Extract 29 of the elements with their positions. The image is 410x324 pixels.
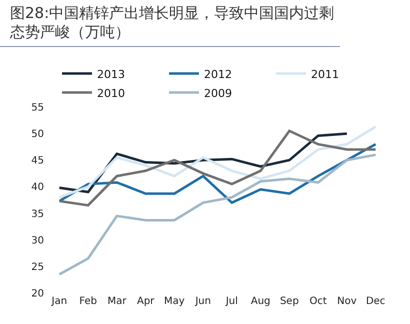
chart-title: 图28:中国精锌产出增长明显，导致中国国内过剩态势严峻（万吨） — [0, 0, 340, 47]
x-tick-label: May — [164, 296, 185, 307]
x-tick-label: Sep — [280, 296, 299, 307]
y-tick-label: 35 — [31, 208, 44, 220]
y-tick-label: 20 — [31, 288, 44, 300]
y-tick-label: 25 — [31, 262, 44, 273]
legend-label: 2009 — [204, 86, 232, 100]
y-tick-label: 55 — [31, 102, 44, 114]
x-tick-label: Feb — [79, 296, 97, 307]
x-tick-label: Apr — [136, 296, 156, 307]
x-tick-label: Jun — [194, 296, 211, 307]
line-series — [58, 125, 377, 199]
y-tick-label: 40 — [31, 182, 44, 194]
x-tick-label: Jul — [224, 296, 238, 307]
x-tick-label: Nov — [337, 296, 357, 307]
legend-label: 2011 — [311, 68, 339, 81]
legend-label: 2013 — [97, 68, 125, 81]
x-tick-label: Aug — [250, 296, 270, 307]
x-tick-label: Jan — [50, 296, 68, 307]
x-tick-label: Dec — [366, 296, 386, 307]
x-tick-label: Mar — [107, 296, 128, 307]
x-tick-label: Oct — [309, 296, 327, 307]
y-tick-label: 50 — [31, 129, 44, 140]
legend-label: 2012 — [204, 68, 232, 81]
legend-label: 2010 — [97, 86, 125, 100]
y-tick-label: 45 — [31, 156, 44, 167]
y-tick-label: 30 — [31, 235, 44, 246]
line-series — [58, 130, 377, 207]
line-series — [58, 154, 377, 276]
